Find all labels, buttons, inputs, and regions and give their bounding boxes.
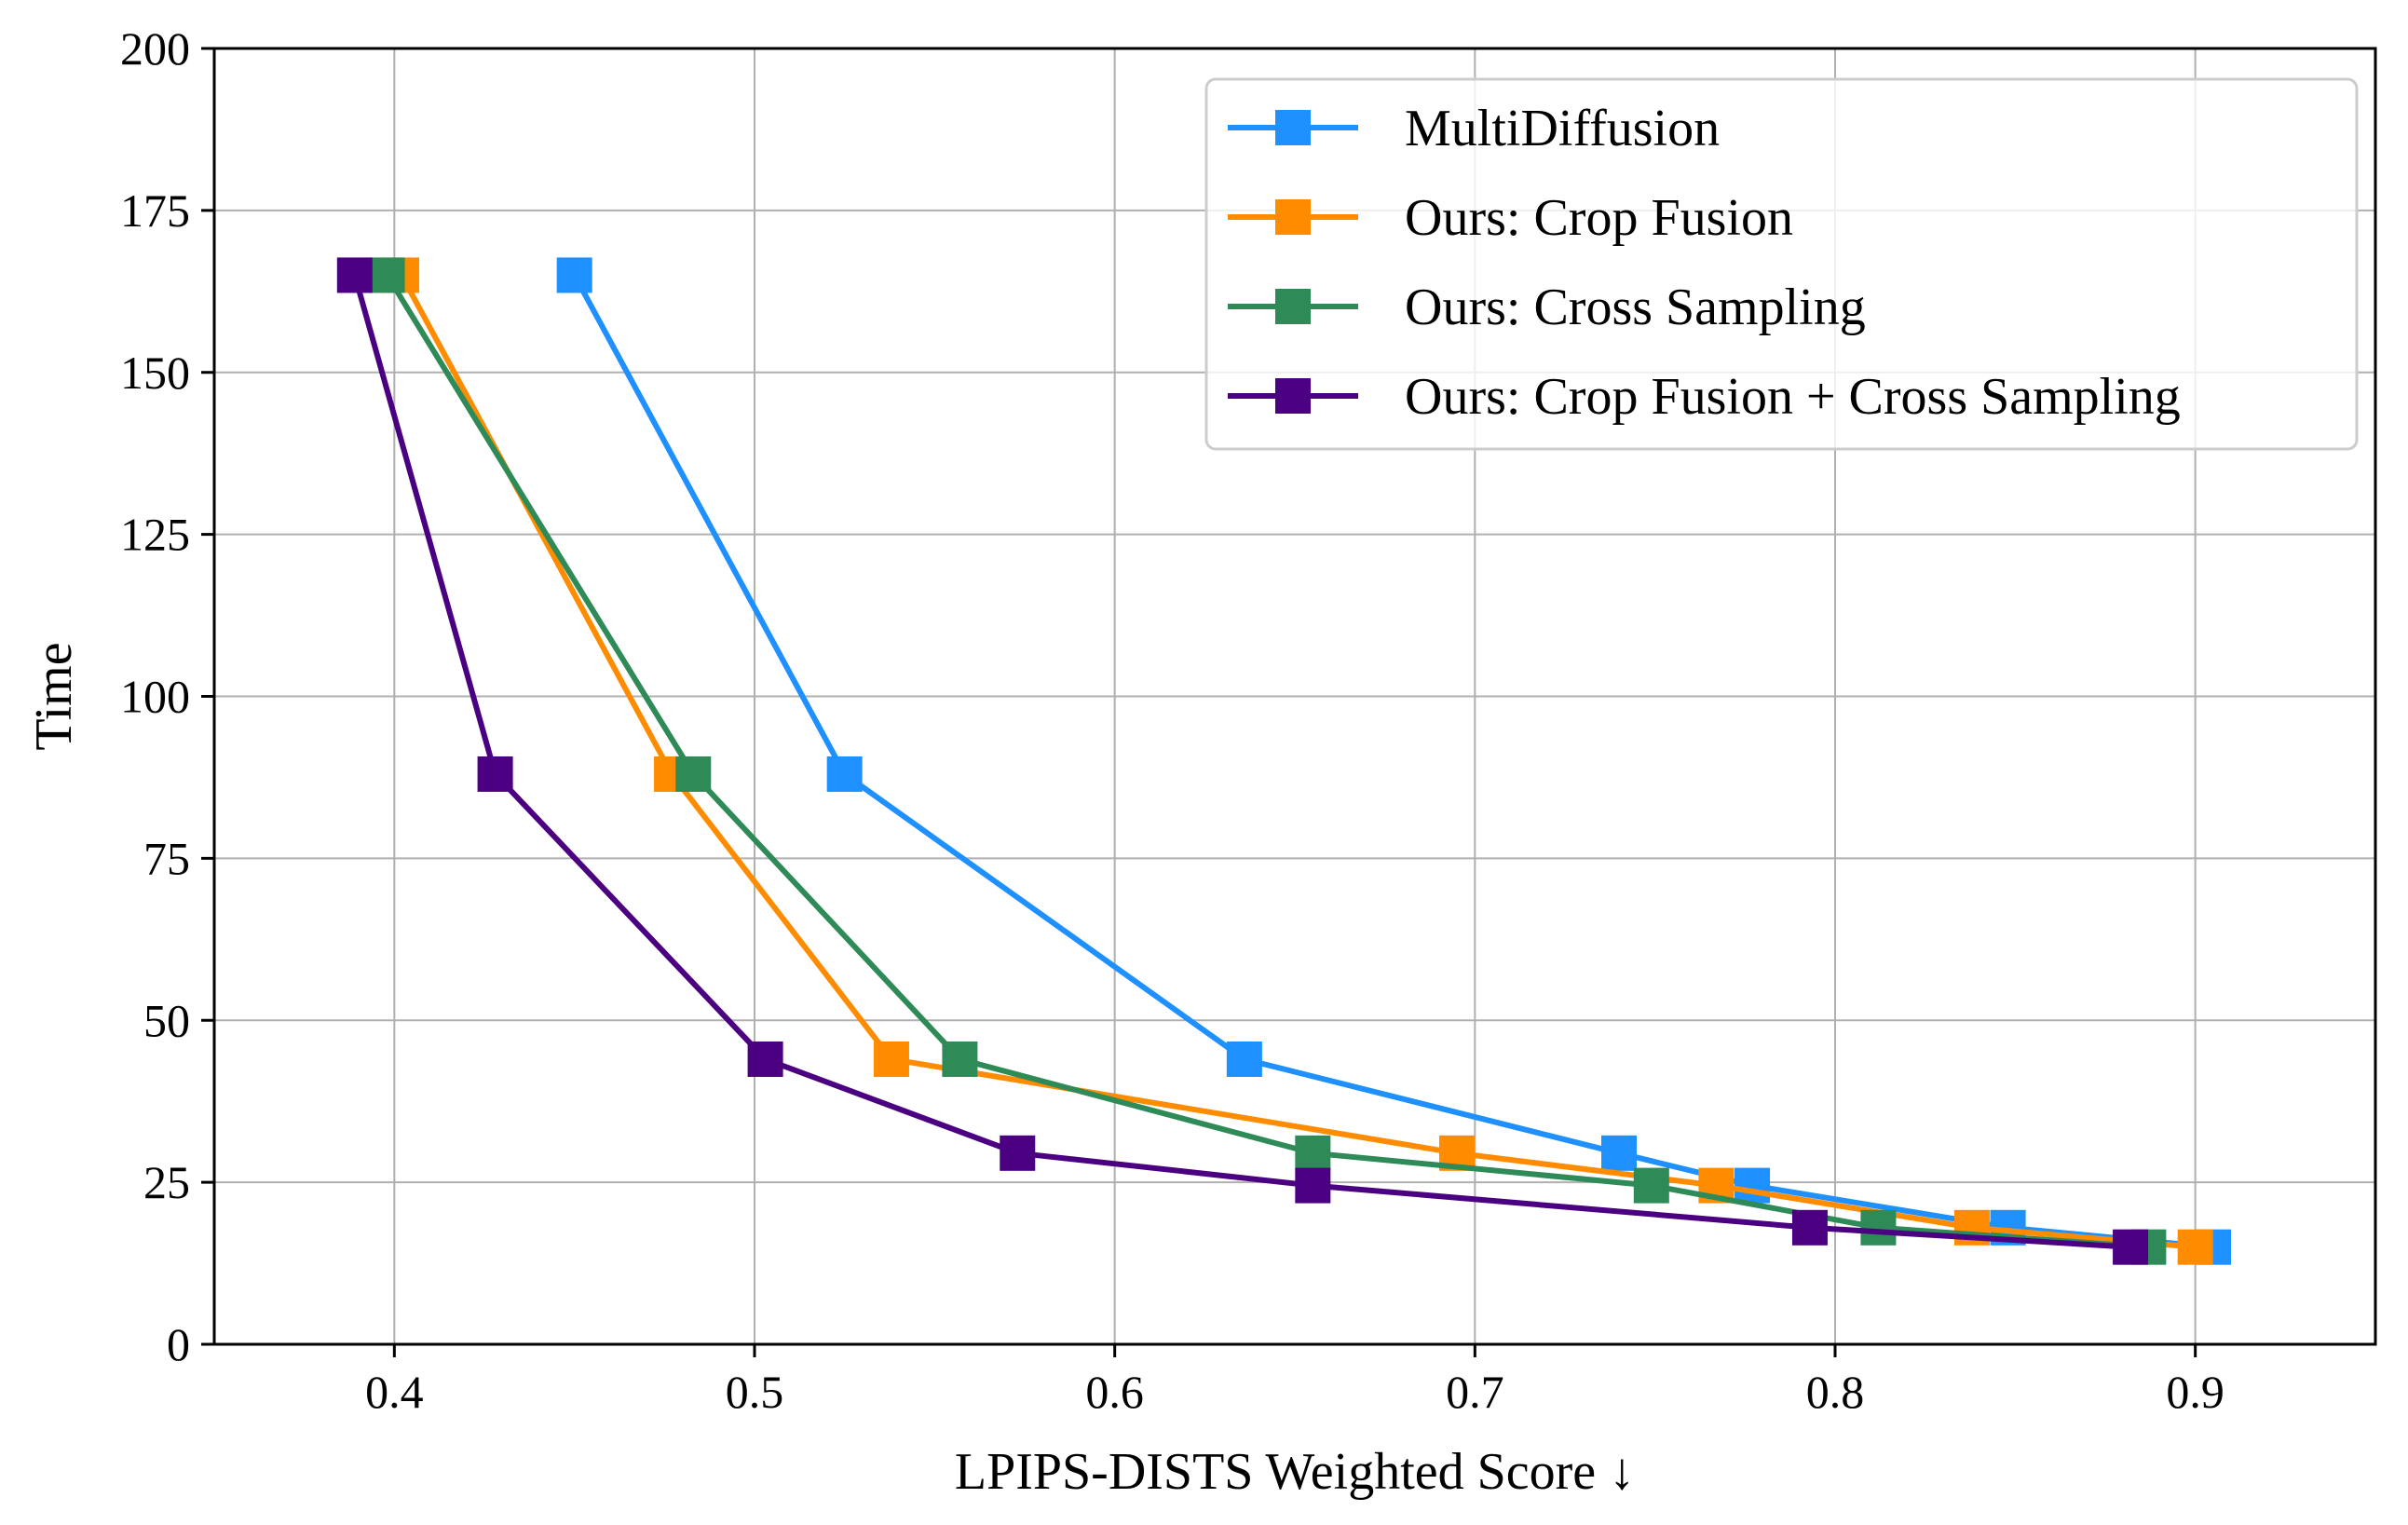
- legend-label: Ours: Cross Sampling: [1405, 279, 1866, 336]
- series-4: [336, 257, 2149, 1265]
- legend-entry: Ours: Crop Fusion + Cross Sampling: [1228, 368, 2181, 426]
- data-point: [1295, 1167, 1331, 1204]
- legend-marker: [1275, 289, 1311, 324]
- x-tick-label: 0.8: [1806, 1366, 1865, 1418]
- y-tick-label: 150: [120, 347, 190, 399]
- data-point: [1000, 1135, 1036, 1171]
- data-point: [1601, 1135, 1637, 1171]
- series-lines: [336, 257, 2231, 1265]
- data-point: [556, 257, 592, 293]
- y-tick-label: 175: [120, 184, 190, 237]
- x-tick-label: 0.5: [726, 1366, 784, 1418]
- y-tick-label: 50: [143, 994, 190, 1046]
- data-point: [2113, 1229, 2149, 1265]
- x-tick-label: 0.4: [365, 1366, 424, 1418]
- x-axis-label: LPIPS-DISTS Weighted Score ↓: [955, 1443, 1635, 1501]
- legend-label: Ours: Crop Fusion: [1405, 189, 1793, 247]
- legend-entry: MultiDiffusion: [1228, 100, 1720, 157]
- data-point: [1633, 1167, 1669, 1204]
- data-point: [369, 257, 405, 293]
- data-point: [336, 257, 373, 293]
- y-tick-label: 0: [167, 1318, 190, 1370]
- legend: MultiDiffusion Ours: Crop Fusion Ours: Cro…: [1204, 77, 2359, 451]
- x-tick-label: 0.7: [1446, 1366, 1504, 1418]
- y-axis-label: Time: [25, 642, 83, 750]
- data-point: [826, 756, 863, 792]
- legend-label: MultiDiffusion: [1405, 100, 1720, 157]
- data-point: [1226, 1041, 1262, 1077]
- data-point: [2177, 1229, 2213, 1265]
- x-tick-label: 0.6: [1085, 1366, 1144, 1418]
- legend-entry: Ours: Cross Sampling: [1228, 279, 1866, 336]
- data-point: [1791, 1209, 1828, 1246]
- data-point: [873, 1041, 909, 1077]
- legend-marker: [1275, 199, 1311, 235]
- legend-label: Ours: Crop Fusion + Cross Sampling: [1405, 368, 2181, 426]
- y-axis-ticks: 0 25 50 75 100 125 150 175 200: [120, 22, 214, 1370]
- series-3: [369, 257, 2167, 1265]
- data-point: [477, 756, 513, 792]
- y-tick-label: 100: [120, 671, 190, 723]
- legend-marker: [1275, 378, 1311, 414]
- legend-entries: MultiDiffusion Ours: Crop Fusion Ours: Cro…: [1228, 100, 2181, 426]
- data-point: [1860, 1209, 1897, 1246]
- x-axis-ticks: 0.4 0.5 0.6 0.7 0.8 0.9: [365, 1344, 2224, 1418]
- y-tick-label: 200: [120, 22, 190, 75]
- legend-entry: Ours: Crop Fusion: [1228, 189, 1793, 247]
- y-tick-label: 75: [143, 832, 190, 884]
- data-point: [1295, 1135, 1331, 1171]
- legend-marker: [1275, 110, 1311, 145]
- data-point: [675, 756, 712, 792]
- data-point: [942, 1041, 978, 1077]
- y-tick-label: 125: [120, 509, 190, 561]
- data-point: [1735, 1167, 1771, 1204]
- x-tick-label: 0.9: [2166, 1366, 2224, 1418]
- legend-box: [1204, 77, 2359, 451]
- y-tick-label: 25: [143, 1156, 190, 1208]
- data-point: [747, 1041, 783, 1077]
